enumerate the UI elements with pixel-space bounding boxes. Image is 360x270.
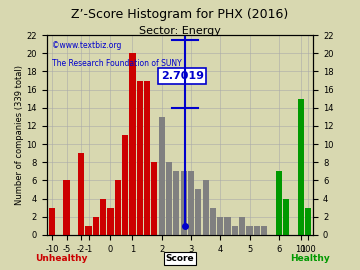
Bar — [232, 226, 238, 235]
Bar — [195, 190, 201, 235]
Bar — [246, 226, 253, 235]
Bar — [225, 217, 231, 235]
Bar — [283, 198, 289, 235]
Bar — [151, 162, 157, 235]
Bar — [181, 171, 187, 235]
Bar — [166, 162, 172, 235]
Text: Healthy: Healthy — [290, 254, 329, 263]
Text: The Research Foundation of SUNY: The Research Foundation of SUNY — [52, 59, 182, 68]
Bar — [305, 208, 311, 235]
Bar — [63, 180, 70, 235]
Bar — [203, 180, 209, 235]
Bar — [107, 208, 114, 235]
Bar — [298, 99, 304, 235]
Bar — [276, 171, 282, 235]
Bar — [78, 153, 84, 235]
Text: Z’-Score Histogram for PHX (2016): Z’-Score Histogram for PHX (2016) — [71, 8, 289, 21]
Bar — [210, 208, 216, 235]
Text: 2.7019: 2.7019 — [161, 71, 204, 81]
Bar — [254, 226, 260, 235]
Y-axis label: Number of companies (339 total): Number of companies (339 total) — [15, 65, 24, 205]
Bar — [173, 171, 179, 235]
Bar — [159, 117, 165, 235]
Text: ©www.textbiz.org: ©www.textbiz.org — [52, 41, 122, 50]
Bar — [49, 208, 55, 235]
Bar — [239, 217, 245, 235]
Bar — [217, 217, 223, 235]
Bar — [129, 53, 135, 235]
Bar — [137, 80, 143, 235]
Bar — [93, 217, 99, 235]
Bar — [100, 198, 106, 235]
Bar — [85, 226, 92, 235]
Text: Sector: Energy: Sector: Energy — [139, 26, 221, 36]
Bar — [144, 80, 150, 235]
Bar — [115, 180, 121, 235]
Bar — [188, 171, 194, 235]
Bar — [122, 135, 128, 235]
Bar — [261, 226, 267, 235]
Text: Unhealthy: Unhealthy — [35, 254, 87, 263]
Text: Score: Score — [166, 254, 194, 263]
